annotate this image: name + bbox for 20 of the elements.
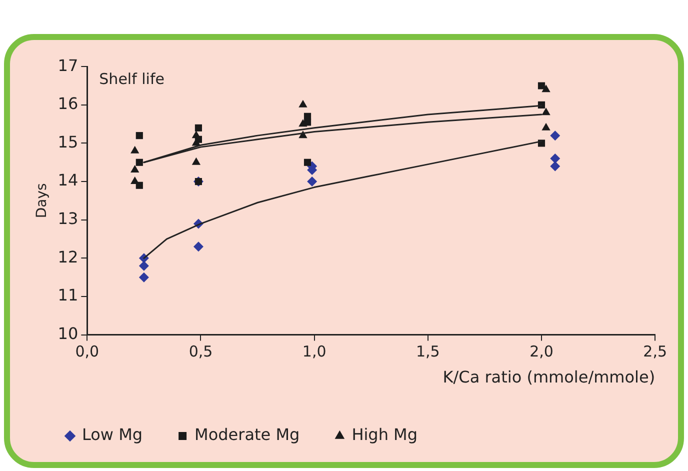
x-tick-label: 1,5 bbox=[416, 342, 440, 361]
x-tick-label: 0,5 bbox=[188, 342, 213, 361]
y-tick-label: 10 bbox=[58, 324, 78, 343]
legend-label: High Mg bbox=[352, 425, 418, 444]
legend-label: Low Mg bbox=[82, 425, 143, 444]
y-tick-label: 13 bbox=[58, 209, 78, 228]
y-tick-label: 17 bbox=[58, 56, 78, 75]
chart-title: Shelf life bbox=[99, 70, 164, 88]
x-tick-label: 2,0 bbox=[530, 342, 554, 361]
x-tick-label: 2,5 bbox=[643, 342, 667, 361]
y-tick-label: 15 bbox=[58, 132, 78, 152]
y-tick-label: 16 bbox=[58, 94, 78, 114]
y-tick-label: 12 bbox=[58, 247, 78, 266]
y-tick-label: 11 bbox=[58, 286, 78, 305]
y-tick-label: 14 bbox=[58, 170, 78, 190]
legend-label: Moderate Mg bbox=[194, 425, 300, 444]
x-axis-title: K/Ca ratio (mmole/mmole) bbox=[442, 368, 656, 387]
x-tick-label: 1,0 bbox=[302, 342, 326, 361]
x-tick-label: 0,0 bbox=[75, 342, 100, 361]
y-axis-title: Days bbox=[34, 183, 50, 218]
